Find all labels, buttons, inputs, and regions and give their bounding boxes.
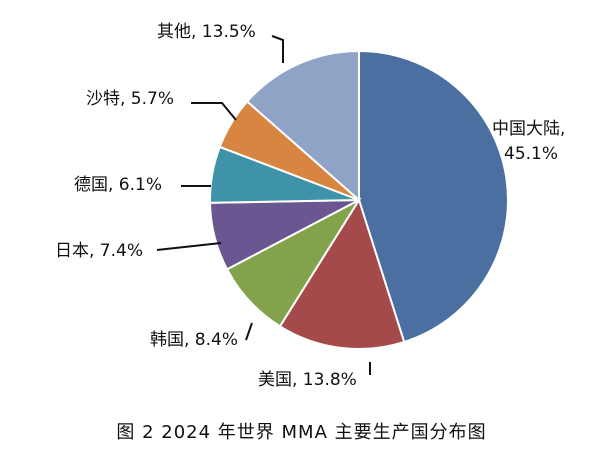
slice-label-3: 韩国, 8.4% xyxy=(150,330,238,350)
leader-line-4 xyxy=(156,242,222,251)
leader-line-6 xyxy=(191,102,237,121)
slice-label-2: 美国, 13.8% xyxy=(258,370,357,390)
slice-label-6: 沙特, 5.7% xyxy=(86,89,174,109)
slice-label-5: 德国, 6.1% xyxy=(74,175,162,195)
slice-label-7: 其他, 13.5% xyxy=(157,22,256,42)
pie-slice-2 xyxy=(278,197,406,350)
leader-lines xyxy=(156,35,371,375)
pie-slice-7 xyxy=(245,49,360,203)
slice-labels: 中国大陆, 45.1% 美国, 13.8% 韩国, 8.4% 日本, 7.4% 德国, 6… xyxy=(55,22,565,390)
leader-line-7 xyxy=(271,35,284,63)
pie-slice-1 xyxy=(358,49,509,344)
slice-label-1: 中国大陆, 45.1% xyxy=(492,119,565,164)
leader-line-3 xyxy=(245,322,253,341)
pie-slices xyxy=(209,49,509,350)
slice-label-4: 日本, 7.4% xyxy=(55,241,143,261)
figure-caption: 图 2 2024 年世界 MMA 主要生产国分布图 xyxy=(116,422,487,443)
pie-chart: 中国大陆, 45.1% 美国, 13.8% 韩国, 8.4% 日本, 7.4% 德国, 6… xyxy=(55,22,565,390)
